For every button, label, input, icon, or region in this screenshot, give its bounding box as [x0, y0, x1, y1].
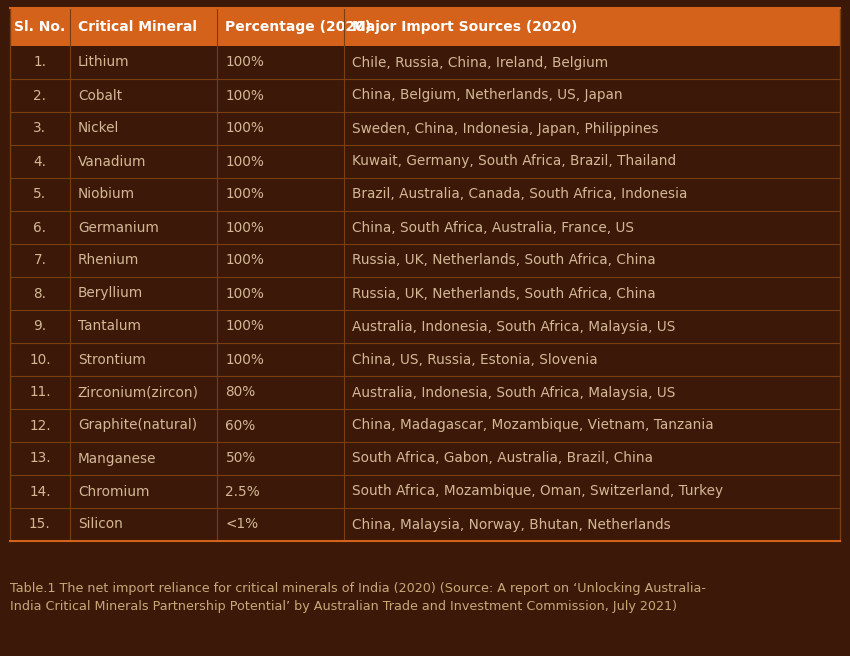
Bar	[10, 508, 840, 541]
Text: Brazil, Australia, Canada, South Africa, Indonesia: Brazil, Australia, Canada, South Africa,…	[352, 188, 687, 201]
Text: 6.: 6.	[33, 220, 47, 234]
Text: Nickel: Nickel	[77, 121, 119, 136]
Text: Niobium: Niobium	[77, 188, 135, 201]
Text: 9.: 9.	[33, 319, 47, 333]
Text: 60%: 60%	[225, 419, 256, 432]
Text: 100%: 100%	[225, 155, 264, 169]
Text: 2.5%: 2.5%	[225, 485, 260, 499]
Text: 11.: 11.	[29, 386, 51, 400]
Text: Lithium: Lithium	[77, 56, 129, 70]
Text: 100%: 100%	[225, 352, 264, 367]
Text: <1%: <1%	[225, 518, 258, 531]
Text: India Critical Minerals Partnership Potential’ by Australian Trade and Investmen: India Critical Minerals Partnership Pote…	[10, 600, 677, 613]
Bar	[10, 409, 840, 442]
Text: 8.: 8.	[33, 287, 47, 300]
Text: Kuwait, Germany, South Africa, Brazil, Thailand: Kuwait, Germany, South Africa, Brazil, T…	[352, 155, 676, 169]
Text: 12.: 12.	[29, 419, 51, 432]
Text: 7.: 7.	[33, 253, 47, 268]
Bar	[10, 310, 840, 343]
Text: Beryllium: Beryllium	[77, 287, 143, 300]
Bar	[10, 442, 840, 475]
Text: Chile, Russia, China, Ireland, Belgium: Chile, Russia, China, Ireland, Belgium	[352, 56, 608, 70]
Bar	[10, 475, 840, 508]
Text: 100%: 100%	[225, 319, 264, 333]
Text: 100%: 100%	[225, 188, 264, 201]
Bar	[10, 145, 840, 178]
Text: 3.: 3.	[33, 121, 47, 136]
Text: China, Madagascar, Mozambique, Vietnam, Tanzania: China, Madagascar, Mozambique, Vietnam, …	[352, 419, 713, 432]
Bar	[10, 46, 840, 79]
Text: Russia, UK, Netherlands, South Africa, China: Russia, UK, Netherlands, South Africa, C…	[352, 253, 655, 268]
Bar	[10, 79, 840, 112]
Text: Silicon: Silicon	[77, 518, 122, 531]
Text: 4.: 4.	[33, 155, 47, 169]
Text: 80%: 80%	[225, 386, 256, 400]
Bar	[10, 178, 840, 211]
Text: 13.: 13.	[29, 451, 51, 466]
Text: 2.: 2.	[33, 89, 47, 102]
Text: 50%: 50%	[225, 451, 256, 466]
Text: 100%: 100%	[225, 253, 264, 268]
Text: Chromium: Chromium	[77, 485, 150, 499]
Bar	[10, 8, 840, 46]
Text: 14.: 14.	[29, 485, 51, 499]
Bar	[10, 277, 840, 310]
Text: 100%: 100%	[225, 121, 264, 136]
Text: Vanadium: Vanadium	[77, 155, 146, 169]
Text: China, Malaysia, Norway, Bhutan, Netherlands: China, Malaysia, Norway, Bhutan, Netherl…	[352, 518, 671, 531]
Text: Zirconium(zircon): Zirconium(zircon)	[77, 386, 199, 400]
Text: Manganese: Manganese	[77, 451, 156, 466]
Text: Russia, UK, Netherlands, South Africa, China: Russia, UK, Netherlands, South Africa, C…	[352, 287, 655, 300]
Text: South Africa, Mozambique, Oman, Switzerland, Turkey: South Africa, Mozambique, Oman, Switzerl…	[352, 485, 722, 499]
Text: Strontium: Strontium	[77, 352, 145, 367]
Bar	[10, 343, 840, 376]
Text: Australia, Indonesia, South Africa, Malaysia, US: Australia, Indonesia, South Africa, Mala…	[352, 386, 675, 400]
Text: South Africa, Gabon, Australia, Brazil, China: South Africa, Gabon, Australia, Brazil, …	[352, 451, 653, 466]
Text: Cobalt: Cobalt	[77, 89, 122, 102]
Bar	[10, 376, 840, 409]
Text: Australia, Indonesia, South Africa, Malaysia, US: Australia, Indonesia, South Africa, Mala…	[352, 319, 675, 333]
Text: 15.: 15.	[29, 518, 51, 531]
Text: Critical Mineral: Critical Mineral	[77, 20, 196, 34]
Text: Percentage (2020): Percentage (2020)	[225, 20, 371, 34]
Text: Tantalum: Tantalum	[77, 319, 141, 333]
Text: 100%: 100%	[225, 89, 264, 102]
Text: Table.1 The net import reliance for critical minerals of India (2020) (Source: A: Table.1 The net import reliance for crit…	[10, 582, 706, 595]
Text: 100%: 100%	[225, 287, 264, 300]
Text: 5.: 5.	[33, 188, 47, 201]
Text: Sl. No.: Sl. No.	[14, 20, 65, 34]
Text: China, Belgium, Netherlands, US, Japan: China, Belgium, Netherlands, US, Japan	[352, 89, 622, 102]
Text: 10.: 10.	[29, 352, 51, 367]
Text: Rhenium: Rhenium	[77, 253, 139, 268]
Text: 100%: 100%	[225, 220, 264, 234]
Text: China, US, Russia, Estonia, Slovenia: China, US, Russia, Estonia, Slovenia	[352, 352, 598, 367]
Text: China, South Africa, Australia, France, US: China, South Africa, Australia, France, …	[352, 220, 633, 234]
Text: Major Import Sources (2020): Major Import Sources (2020)	[352, 20, 577, 34]
Bar	[10, 211, 840, 244]
Bar	[10, 244, 840, 277]
Text: 100%: 100%	[225, 56, 264, 70]
Text: 1.: 1.	[33, 56, 47, 70]
Text: Graphite(natural): Graphite(natural)	[77, 419, 197, 432]
Text: Sweden, China, Indonesia, Japan, Philippines: Sweden, China, Indonesia, Japan, Philipp…	[352, 121, 658, 136]
Bar	[10, 112, 840, 145]
Text: Germanium: Germanium	[77, 220, 159, 234]
